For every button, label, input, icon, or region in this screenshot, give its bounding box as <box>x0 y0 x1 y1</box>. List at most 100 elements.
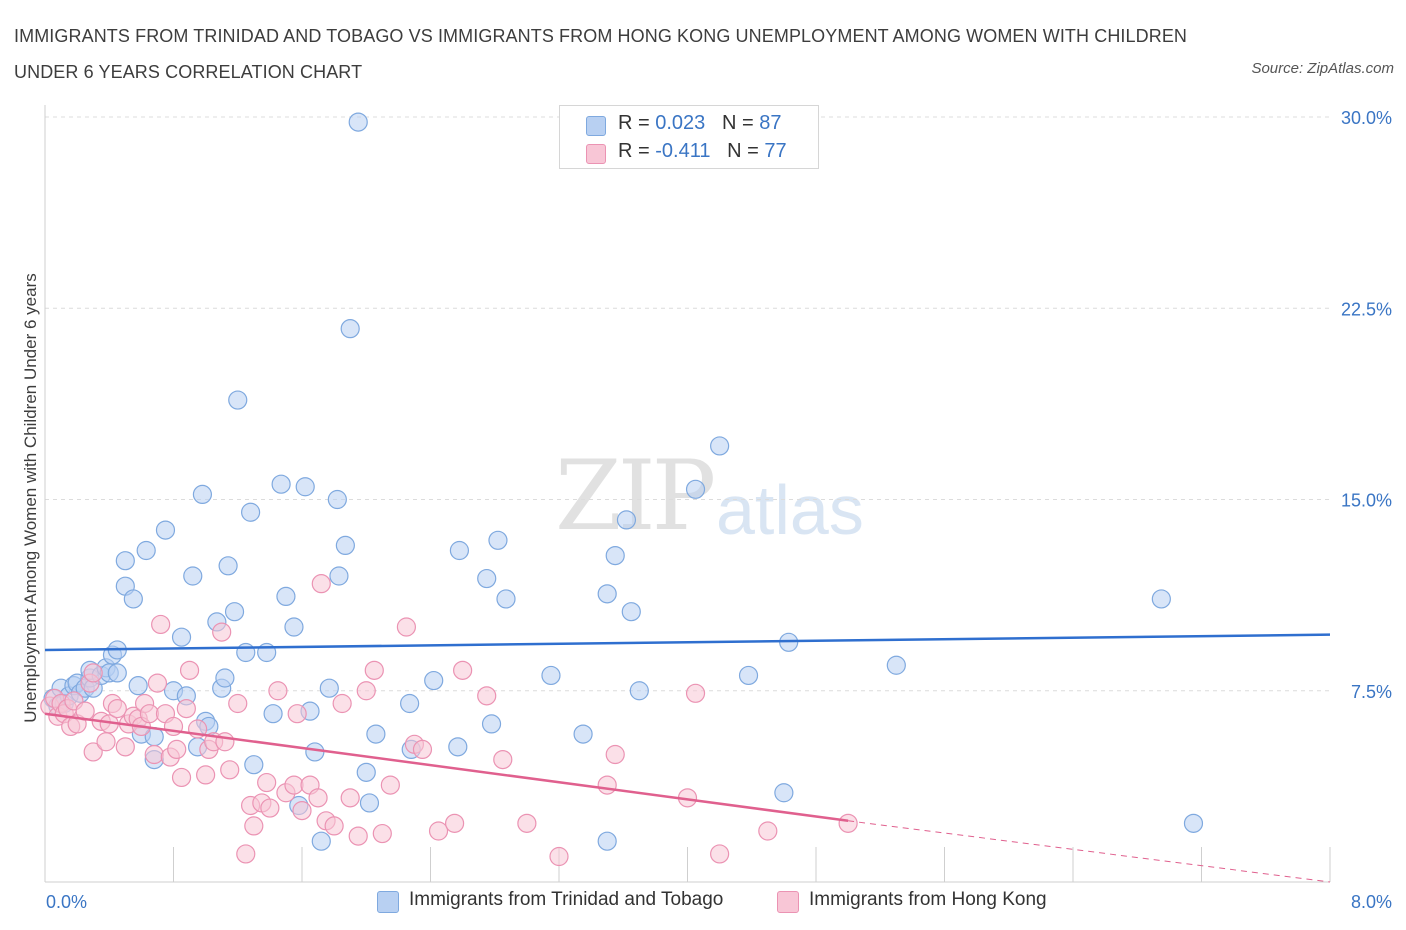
point-hongkong <box>139 704 160 724</box>
point-trinidad <box>271 474 291 494</box>
point-hongkong <box>444 813 465 833</box>
point-trinidad <box>738 665 759 686</box>
point-trinidad <box>597 831 617 851</box>
legend-r-label: R = <box>618 140 650 162</box>
point-trinidad <box>311 831 331 851</box>
point-trinidad <box>541 665 561 686</box>
point-hongkong <box>396 617 417 637</box>
bottom-legend-label-trinidad: Immigrants from Trinidad and Tobago <box>409 889 724 910</box>
point-trinidad <box>573 724 593 744</box>
point-hongkong <box>428 821 449 841</box>
point-trinidad <box>1151 589 1171 609</box>
point-hongkong <box>179 660 200 680</box>
watermark-atlas: atlas <box>716 471 864 549</box>
bottom-legend-label-hongkong: Immigrants from Hong Kong <box>809 889 1047 910</box>
point-trinidad <box>448 737 468 757</box>
point-trinidad <box>616 510 637 530</box>
bottom-legend-swatch-trinidad <box>377 891 399 913</box>
point-hongkong <box>838 813 858 833</box>
trend-extension-hongkong <box>848 820 1331 883</box>
point-hongkong <box>308 788 328 808</box>
point-hongkong <box>228 693 248 714</box>
source-label: Source: ZipAtlas.com <box>1251 60 1394 77</box>
point-trinidad <box>192 484 213 504</box>
point-hongkong <box>605 744 625 765</box>
point-hongkong <box>380 775 400 795</box>
y-tick-label: 30.0% <box>1341 108 1392 128</box>
y-axis-label: Unemployment Among Women with Children U… <box>21 273 40 722</box>
point-trinidad <box>335 535 355 556</box>
point-hongkong <box>340 788 360 808</box>
point-trinidad <box>449 540 470 561</box>
point-trinidad <box>400 693 420 714</box>
legend-n-value-trinidad: 87 <box>759 112 782 134</box>
x-tick-label-min: 0.0% <box>46 892 87 912</box>
point-hongkong <box>710 844 730 864</box>
point-hongkong <box>83 663 103 683</box>
point-hongkong <box>115 737 135 757</box>
legend-n-label: N = <box>727 140 759 162</box>
legend-n-label: N = <box>721 112 754 134</box>
point-hongkong <box>332 693 352 714</box>
point-trinidad <box>319 678 339 698</box>
point-trinidad <box>424 670 444 691</box>
point-trinidad <box>123 589 143 609</box>
point-hongkong <box>758 821 778 841</box>
point-hongkong <box>324 816 344 836</box>
point-trinidad <box>218 556 238 576</box>
point-trinidad <box>155 520 176 540</box>
point-hongkong <box>597 775 617 795</box>
legend-swatch-trinidad <box>586 116 606 136</box>
point-hongkong <box>372 823 392 844</box>
point-hongkong <box>147 673 168 693</box>
point-trinidad <box>276 586 296 607</box>
point-hongkong <box>151 614 171 635</box>
point-trinidad <box>621 602 641 622</box>
point-trinidad <box>340 319 360 339</box>
legend-r-label: R = <box>618 112 650 134</box>
point-hongkong <box>144 744 164 765</box>
point-trinidad <box>1183 813 1204 833</box>
legend-swatch-hongkong <box>586 144 606 164</box>
y-tick-label: 15.0% <box>1341 491 1392 511</box>
point-trinidad <box>228 390 248 410</box>
point-hongkong <box>83 742 103 762</box>
legend-r-value-trinidad: 0.023 <box>655 112 706 134</box>
point-hongkong <box>260 798 280 818</box>
chart-title: IMMIGRANTS FROM TRINIDAD AND TOBAGO VS I… <box>14 26 1188 82</box>
point-hongkong <box>257 772 277 793</box>
legend-n-value-hongkong: 77 <box>764 140 787 162</box>
point-trinidad <box>605 545 625 566</box>
point-trinidad <box>244 755 264 775</box>
point-hongkong <box>517 813 537 833</box>
point-hongkong <box>268 681 288 701</box>
point-trinidad <box>284 617 304 637</box>
point-trinidad <box>171 627 192 647</box>
point-hongkong <box>493 749 513 770</box>
point-trinidad <box>115 551 135 571</box>
point-trinidad <box>327 489 347 510</box>
y-tick-label: 7.5% <box>1351 682 1392 702</box>
y-tick-label: 22.5% <box>1341 299 1392 319</box>
point-hongkong <box>549 846 569 867</box>
point-trinidad <box>107 663 127 683</box>
point-trinidad <box>236 642 256 663</box>
point-trinidad <box>224 602 245 622</box>
point-trinidad <box>597 584 617 604</box>
point-hongkong <box>311 574 331 594</box>
trend-line-trinidad <box>44 633 1331 652</box>
correlation-legend: R = 0.023 N = 87 R = -0.411 N = 77 <box>559 105 819 169</box>
legend-r-value-hongkong: -0.411 <box>655 140 711 162</box>
point-hongkong <box>220 760 240 780</box>
point-trinidad <box>496 589 516 609</box>
point-hongkong <box>284 775 304 795</box>
point-hongkong <box>236 844 256 864</box>
point-hongkong <box>171 767 192 788</box>
point-trinidad <box>629 681 649 701</box>
point-hongkong <box>453 660 473 680</box>
point-trinidad <box>685 479 706 499</box>
point-trinidad <box>136 540 156 561</box>
point-trinidad <box>305 742 325 762</box>
point-hongkong <box>287 704 307 724</box>
